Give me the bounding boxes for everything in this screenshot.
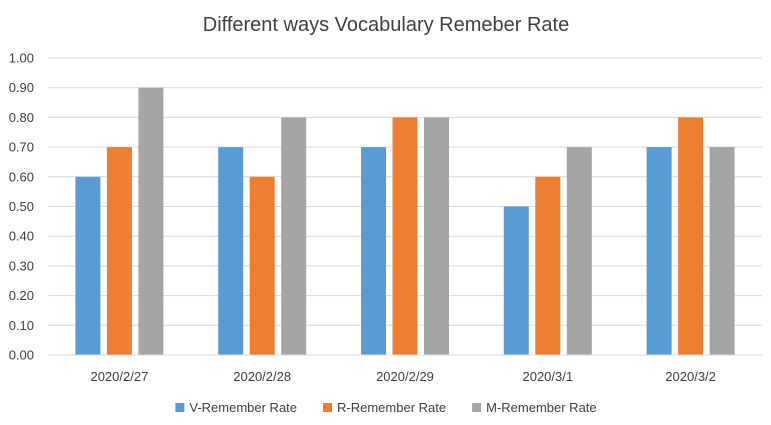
legend-swatch bbox=[472, 403, 482, 412]
legend-swatch bbox=[175, 403, 185, 412]
bar bbox=[392, 117, 418, 356]
legend-swatch bbox=[323, 403, 333, 412]
y-tick-label: 0.10 bbox=[9, 318, 34, 333]
bar bbox=[106, 147, 132, 355]
x-tick-label: 2020/3/2 bbox=[665, 369, 716, 384]
x-tick-label: 2020/3/1 bbox=[522, 369, 573, 384]
x-tick-label: 2020/2/27 bbox=[90, 369, 148, 384]
y-tick-label: 0.40 bbox=[9, 229, 34, 244]
legend-label: M-Remember Rate bbox=[486, 400, 597, 415]
y-tick-label: 0.90 bbox=[9, 80, 34, 95]
chart-title: Different ways Vocabulary Remeber Rate bbox=[203, 14, 569, 36]
y-tick-label: 0.50 bbox=[9, 199, 34, 214]
bar bbox=[75, 176, 101, 355]
bar bbox=[535, 176, 561, 355]
bar bbox=[218, 147, 244, 355]
bar bbox=[424, 117, 449, 356]
legend-label: R-Remember Rate bbox=[337, 400, 446, 415]
bar bbox=[138, 87, 164, 355]
bar bbox=[281, 117, 307, 356]
y-tick-label: 0.30 bbox=[9, 258, 34, 273]
bars bbox=[75, 87, 735, 356]
x-tick-label: 2020/2/29 bbox=[376, 369, 434, 384]
legend: V-Remember Rate R-Remember Rate M-Remember… bbox=[175, 400, 597, 415]
x-axis-ticks: 2020/2/27 2020/2/28 2020/2/29 2020/3/1 2020/… bbox=[90, 369, 715, 384]
y-tick-label: 0.70 bbox=[9, 140, 34, 155]
bar bbox=[361, 147, 386, 355]
bar bbox=[709, 147, 735, 355]
y-tick-label: 0.80 bbox=[9, 110, 34, 125]
x-tick-label: 2020/2/28 bbox=[233, 369, 291, 384]
bar bbox=[249, 176, 275, 355]
bar bbox=[646, 147, 672, 355]
bar bbox=[678, 117, 704, 356]
legend-label: V-Remember Rate bbox=[189, 400, 297, 415]
y-tick-label: 0.20 bbox=[9, 288, 34, 303]
bar bbox=[566, 147, 592, 355]
y-axis-ticks: 0.00 0.10 0.20 0.30 0.40 0.50 0.60 0.70 0.80 0.90… bbox=[9, 51, 34, 363]
y-tick-label: 1.00 bbox=[9, 51, 34, 66]
y-tick-label: 0.00 bbox=[9, 348, 34, 363]
bar bbox=[503, 206, 529, 355]
y-tick-label: 0.60 bbox=[9, 169, 34, 184]
